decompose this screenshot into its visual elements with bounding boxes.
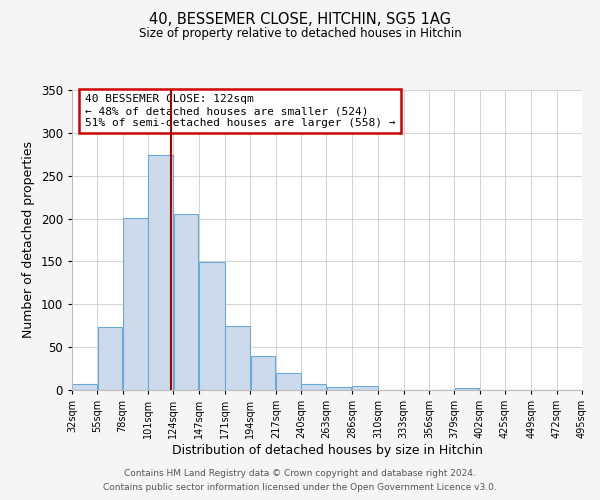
Bar xyxy=(173,214,199,390)
Text: 40, BESSEMER CLOSE, HITCHIN, SG5 1AG: 40, BESSEMER CLOSE, HITCHIN, SG5 1AG xyxy=(149,12,451,28)
Bar xyxy=(73,384,97,390)
Bar xyxy=(301,384,326,390)
Text: Contains HM Land Registry data © Crown copyright and database right 2024.: Contains HM Land Registry data © Crown c… xyxy=(124,468,476,477)
Bar xyxy=(199,262,225,390)
Bar xyxy=(352,386,378,390)
Bar xyxy=(455,388,479,390)
Y-axis label: Number of detached properties: Number of detached properties xyxy=(22,142,35,338)
Bar xyxy=(251,356,275,390)
Bar xyxy=(226,326,250,390)
Text: Contains public sector information licensed under the Open Government Licence v3: Contains public sector information licen… xyxy=(103,484,497,492)
Bar xyxy=(148,155,173,390)
Bar xyxy=(98,328,122,390)
Bar xyxy=(327,386,352,390)
Text: 40 BESSEMER CLOSE: 122sqm
← 48% of detached houses are smaller (524)
51% of semi: 40 BESSEMER CLOSE: 122sqm ← 48% of detac… xyxy=(85,94,395,128)
X-axis label: Distribution of detached houses by size in Hitchin: Distribution of detached houses by size … xyxy=(172,444,482,457)
Text: Size of property relative to detached houses in Hitchin: Size of property relative to detached ho… xyxy=(139,28,461,40)
Bar xyxy=(123,218,148,390)
Bar xyxy=(276,373,301,390)
